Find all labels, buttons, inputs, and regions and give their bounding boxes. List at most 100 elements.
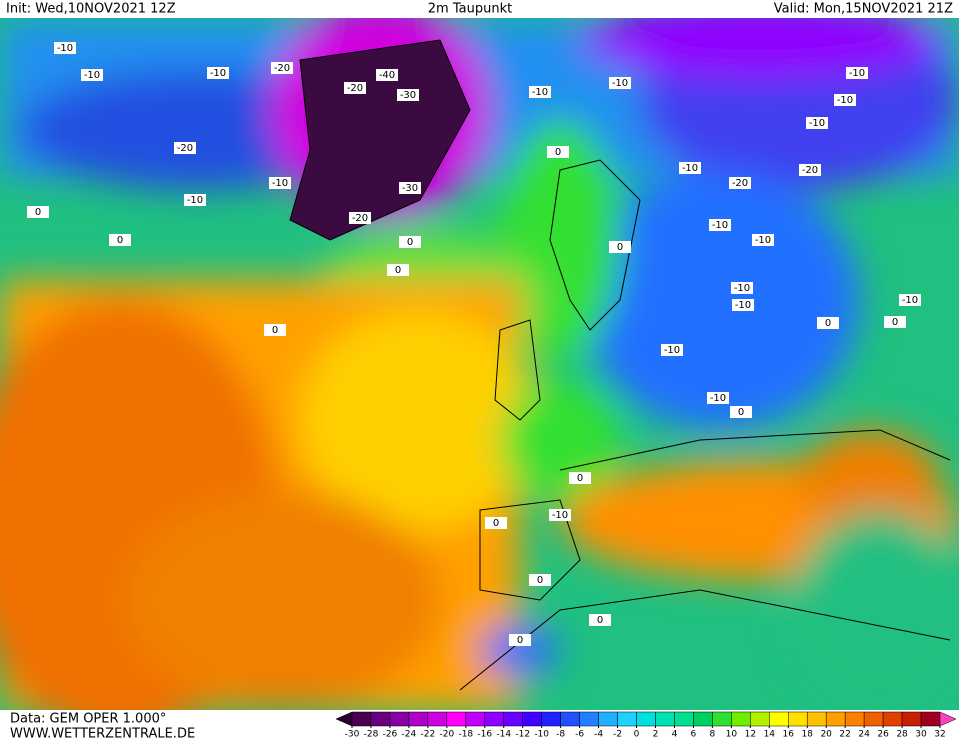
colorbar-cell [674,711,694,727]
contour-label: -10 [682,163,698,174]
label-box [731,282,753,294]
label-box [899,294,921,306]
label-box [174,142,196,154]
label-box [589,614,611,626]
contour-label: -10 [712,220,728,231]
colorbar-cell [863,711,884,727]
colorbar-cell [427,711,448,727]
colorbar-arrow [335,711,353,727]
label-box [109,234,131,246]
data-source: Data: GEM OPER 1.000° [10,712,166,727]
label-box [884,316,906,328]
contour-label: -10 [849,68,865,79]
label-box [846,67,868,79]
colorbar-tick-label: 24 [858,730,870,740]
label-box [609,77,631,89]
colorbar-cell [389,711,410,727]
contour-label: -40 [379,70,395,81]
contour-label: -20 [347,83,363,94]
website: WWW.WETTERZENTRALE.DE [10,727,195,742]
colorbar-cell [351,711,372,727]
label-box [529,574,551,586]
colorbar-tick-label: 20 [820,730,832,740]
contour-label: -10 [210,68,226,79]
label-box [344,82,366,94]
colorbar-tick-label: 8 [710,730,716,740]
label-box [817,317,839,329]
contour-label: -10 [272,178,288,189]
contour-label: -10 [755,235,771,246]
label-box [806,117,828,129]
colorbar-cell [503,711,523,727]
contour-label: 0 [617,242,623,253]
colorbar-tick-label: -12 [515,730,530,740]
label-box [679,162,701,174]
colorbar-tick-label: 32 [934,730,945,740]
colorbar-cell [844,711,865,727]
contour-label: 0 [395,265,401,276]
colorbar-arrow [939,711,957,727]
contour-label: -20 [274,63,290,74]
init-time: Init: Wed,10NOV2021 12Z [6,2,176,17]
contour-label: -10 [710,393,726,404]
contour-label: -20 [802,165,818,176]
label-box [485,517,507,529]
colorbar-cell [522,711,542,727]
label-box [730,406,752,418]
colorbar-cell [825,711,846,727]
contour-label: 0 [825,318,831,329]
colorbar-cell [579,711,599,727]
colorbar-tick-label: -10 [534,730,549,740]
label-box [729,177,751,189]
label-box [569,472,591,484]
colorbar-tick-label: -30 [345,730,360,740]
colorbar-cell [484,711,504,727]
colorbar-tick-label: 16 [783,730,795,740]
colorbar-tick-label: 6 [691,730,697,740]
colorbar-tick-label: 14 [764,730,776,740]
colorbar-cell [750,711,770,727]
colorbar-cell [655,711,675,727]
label-box [399,236,421,248]
label-box [799,164,821,176]
colorbar-cell [769,711,789,727]
contour-label: 0 [738,407,744,418]
colorbar-tick-label: 26 [877,730,889,740]
contour-label: -10 [664,345,680,356]
map-title: 2m Taupunkt [428,2,512,17]
colorbar-cell [541,711,561,727]
colorbar-cell [806,711,827,727]
label-box [509,634,531,646]
colorbar-tick-label: 0 [634,730,640,740]
colorbar-tick-label: -8 [556,730,565,740]
colorbar-tick-label: -26 [383,730,398,740]
colorbar-tick-label: 2 [653,730,659,740]
colorbar-cell [446,711,467,727]
colorbar-cell [560,711,580,727]
label-box [397,89,419,101]
colorbar-tick-label: -28 [364,730,379,740]
colorbar-tick-label: -16 [477,730,492,740]
colorbar-cell [693,711,713,727]
label-box [27,206,49,218]
contour-label: -20 [177,143,193,154]
label-box [349,212,371,224]
label-box [547,146,569,158]
contour-label: -10 [809,118,825,129]
contour-label: 0 [555,147,561,158]
contour-label: 0 [117,235,123,246]
contour-label: -10 [84,70,100,81]
label-box [269,177,291,189]
label-box [399,182,421,194]
colorbar-cell [920,711,941,727]
colorbar-tick-label: -20 [439,730,454,740]
contour-labels: -10-10-20-20-30-40-30-20-10-10-20-10000-… [27,42,921,646]
colorbar-tick-label: -4 [594,730,603,740]
contour-label: 0 [597,615,603,626]
colorbar-tick-label: 12 [745,730,756,740]
contour-label: -10 [57,43,73,54]
colorbar-cell [712,711,732,727]
colorbar-tick-label: -6 [575,730,584,740]
contour-label: 0 [537,575,543,586]
